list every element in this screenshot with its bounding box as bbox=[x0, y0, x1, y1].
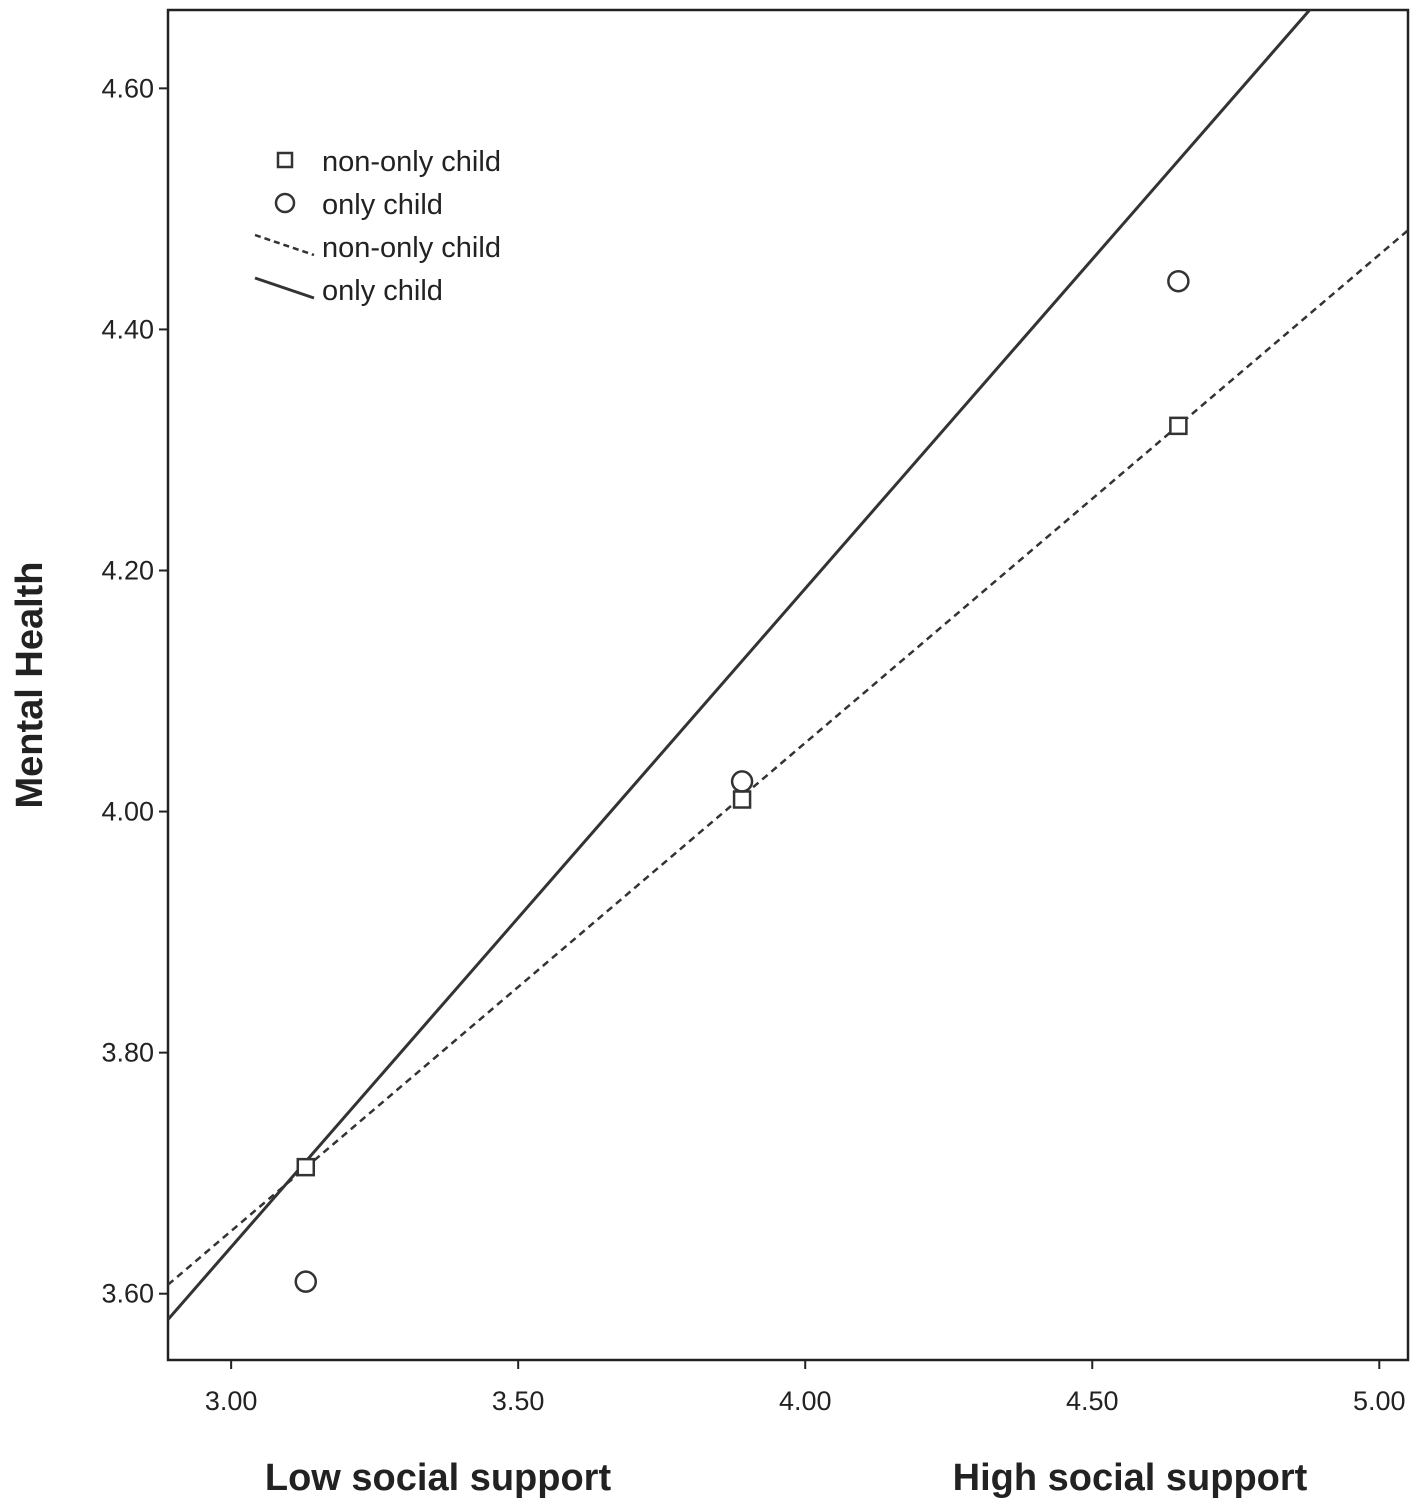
x-axis-title-left: Low social support bbox=[265, 1457, 612, 1499]
legend-label: only child bbox=[322, 275, 443, 307]
y-tick-label: 4.00 bbox=[101, 797, 154, 827]
plot-frame bbox=[166, 8, 1410, 1362]
legend-label: non-only child bbox=[322, 146, 501, 178]
legend-line-symbol bbox=[254, 276, 315, 300]
y-tick-label: 3.60 bbox=[101, 1279, 154, 1309]
only-child-point bbox=[1167, 269, 1190, 293]
y-tick-label: 3.80 bbox=[101, 1038, 154, 1068]
only-child-point bbox=[294, 1270, 318, 1293]
y-axis-title: Mental Health bbox=[9, 561, 51, 808]
legend-label: only child bbox=[322, 189, 443, 221]
y-tick-label: 4.20 bbox=[101, 555, 154, 585]
legend: non-only child only child non-only child on… bbox=[254, 146, 501, 307]
non-only-child-fit-line bbox=[168, 229, 1408, 1286]
x-axis-title-right: High social support bbox=[953, 1457, 1308, 1499]
non-only-child-point bbox=[296, 1157, 316, 1177]
non-only-child-point bbox=[732, 790, 752, 809]
x-tick-label: 4.50 bbox=[1066, 1386, 1119, 1416]
axis-ticks: 3.00 3.50 4.00 4.50 5.00 3.60 3.80 4.00 4.20 4.40… bbox=[101, 73, 1405, 1416]
legend-line-symbol bbox=[254, 233, 315, 257]
only-child-fit-line bbox=[168, 10, 1312, 1321]
legend-square-symbol bbox=[276, 151, 294, 169]
x-tick-label: 4.00 bbox=[779, 1386, 832, 1416]
fit-lines bbox=[168, 10, 1408, 1321]
x-tick-label: 5.00 bbox=[1353, 1386, 1406, 1416]
series-lines bbox=[168, 10, 1408, 1321]
x-tick-label: 3.00 bbox=[205, 1386, 258, 1416]
only-child-point bbox=[730, 770, 754, 793]
legend-circle-symbol bbox=[274, 192, 296, 214]
y-tick-label: 4.40 bbox=[101, 314, 154, 344]
legend-label: non-only child bbox=[322, 232, 501, 264]
non-only-child-point bbox=[1169, 416, 1188, 436]
x-tick-label: 3.50 bbox=[492, 1386, 545, 1416]
y-tick-label: 4.60 bbox=[101, 73, 154, 103]
